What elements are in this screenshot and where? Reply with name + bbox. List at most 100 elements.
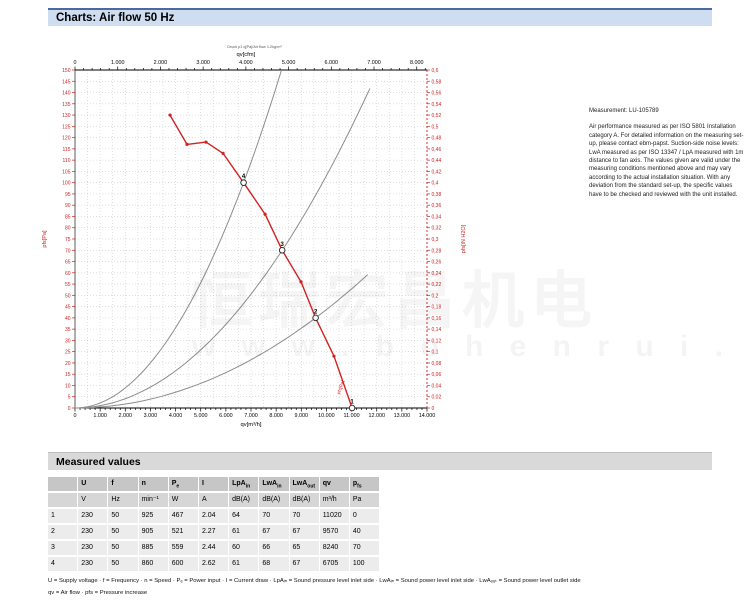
system-curve bbox=[74, 88, 371, 409]
svg-text:70: 70 bbox=[65, 248, 71, 254]
svg-text:10: 10 bbox=[65, 383, 71, 389]
svg-text:0,12: 0,12 bbox=[432, 338, 442, 344]
svg-text:9.000: 9.000 bbox=[295, 413, 309, 419]
svg-text:0,06: 0,06 bbox=[432, 372, 442, 378]
svg-text:qv[m³/h]: qv[m³/h] bbox=[241, 422, 262, 428]
svg-text:10.000: 10.000 bbox=[318, 413, 335, 419]
value-cell: 230 bbox=[78, 557, 108, 571]
unit-cell: Hz bbox=[108, 493, 138, 507]
svg-text:15: 15 bbox=[65, 372, 71, 378]
svg-text:0,42: 0,42 bbox=[432, 169, 442, 175]
airflow-performance-chart: 0 1.000 2.000 3.000 4.000 5.000 6.000 7.000 8.00… bbox=[42, 45, 467, 428]
legend-line-2: qv = Air flow · pfs = Pressure increase bbox=[48, 590, 148, 596]
unit-cell: m³/h bbox=[319, 493, 349, 507]
svg-text:0,18: 0,18 bbox=[432, 305, 442, 311]
value-cell: 230 bbox=[78, 525, 108, 539]
svg-text:pfs[Pa]: pfs[Pa] bbox=[42, 230, 48, 248]
svg-text:3.000: 3.000 bbox=[144, 413, 158, 419]
unit-cell: V bbox=[78, 493, 108, 507]
y-axis-left: 0 5 10 15 20 25 30 35 40 45 50 55 60 65 70 75 80 85 90 95 10… bbox=[42, 68, 75, 412]
svg-text:0,46: 0,46 bbox=[432, 147, 442, 153]
value-cell: 885 bbox=[138, 541, 168, 555]
unit-cell: W bbox=[168, 493, 198, 507]
svg-text:95: 95 bbox=[65, 192, 71, 198]
svg-text:5.000: 5.000 bbox=[194, 413, 208, 419]
column-header: I bbox=[198, 477, 229, 491]
watermark-url-text: w w w . b o h e n r u i . c n bbox=[192, 330, 750, 363]
svg-text:0,02: 0,02 bbox=[432, 395, 442, 401]
unit-cell: dB(A) bbox=[289, 493, 319, 507]
svg-text:3: 3 bbox=[281, 242, 285, 248]
unit-cell: A bbox=[198, 493, 229, 507]
svg-text:11.000: 11.000 bbox=[344, 413, 360, 419]
svg-text:50: 50 bbox=[65, 293, 71, 299]
value-cell: 2.62 bbox=[198, 557, 229, 571]
value-cell: 467 bbox=[168, 509, 198, 523]
svg-text:90: 90 bbox=[65, 203, 71, 209]
operating-points: 1 2 3 4 bbox=[240, 174, 356, 412]
unit-cell: dB(A) bbox=[259, 493, 289, 507]
column-header: U bbox=[78, 477, 108, 491]
svg-text:135: 135 bbox=[62, 102, 71, 108]
operating-point-2: 2 bbox=[312, 309, 319, 322]
fan-curve-line bbox=[169, 114, 353, 409]
value-cell: 230 bbox=[78, 541, 108, 555]
table-row: 2 230 50 905 521 2.27 61 67 67 9570 40 bbox=[48, 525, 380, 539]
svg-text:0,26: 0,26 bbox=[432, 260, 442, 266]
value-cell: 70 bbox=[349, 541, 380, 555]
value-cell: 50 bbox=[108, 509, 138, 523]
svg-text:40: 40 bbox=[65, 316, 71, 322]
table-row: 1 230 50 925 467 2.04 64 70 70 11020 0 bbox=[48, 509, 380, 523]
value-cell: 521 bbox=[168, 525, 198, 539]
measured-values-header-bar: Measured values bbox=[48, 452, 712, 470]
svg-text:0,24: 0,24 bbox=[432, 271, 442, 277]
svg-text:25: 25 bbox=[65, 350, 71, 356]
row-number: 3 bbox=[48, 541, 78, 555]
svg-text:55: 55 bbox=[65, 282, 71, 288]
table-row: 3 230 50 885 559 2.44 60 66 65 8240 70 bbox=[48, 541, 380, 555]
svg-text:125: 125 bbox=[62, 124, 71, 130]
value-cell: 905 bbox=[138, 525, 168, 539]
svg-text:145: 145 bbox=[62, 79, 71, 85]
svg-text:0,5: 0,5 bbox=[432, 124, 439, 130]
svg-text:4.000: 4.000 bbox=[169, 413, 183, 419]
svg-text:0,48: 0,48 bbox=[432, 136, 442, 142]
svg-text:0,58: 0,58 bbox=[432, 79, 442, 85]
svg-text:6.000: 6.000 bbox=[219, 413, 233, 419]
svg-text:0,22: 0,22 bbox=[432, 282, 442, 288]
svg-text:35: 35 bbox=[65, 327, 71, 333]
svg-text:30: 30 bbox=[65, 338, 71, 344]
value-cell: 64 bbox=[229, 509, 259, 523]
svg-text:4: 4 bbox=[242, 174, 246, 180]
svg-text:140: 140 bbox=[62, 91, 71, 97]
x-axis-top: 0 1.000 2.000 3.000 4.000 5.000 6.000 7.000 8.00… bbox=[74, 45, 426, 70]
svg-text:8.000: 8.000 bbox=[410, 60, 424, 66]
value-cell: 60 bbox=[229, 541, 259, 555]
value-cell: 40 bbox=[349, 525, 380, 539]
column-header: LwAin bbox=[259, 477, 289, 491]
value-cell: 100 bbox=[349, 557, 380, 571]
svg-text:130: 130 bbox=[62, 113, 71, 119]
value-cell: 860 bbox=[138, 557, 168, 571]
value-cell: 68 bbox=[259, 557, 289, 571]
value-cell: 0 bbox=[349, 509, 380, 523]
svg-text:45: 45 bbox=[65, 305, 71, 311]
column-header: LwAout bbox=[289, 477, 319, 491]
column-header: f bbox=[108, 477, 138, 491]
svg-text:0,28: 0,28 bbox=[432, 248, 442, 254]
svg-text:75: 75 bbox=[65, 237, 71, 243]
svg-text:0,32: 0,32 bbox=[432, 226, 442, 232]
column-header: n bbox=[138, 477, 168, 491]
value-cell: 61 bbox=[229, 525, 259, 539]
system-curves bbox=[74, 70, 371, 409]
row-number: 2 bbox=[48, 525, 78, 539]
svg-text:0,56: 0,56 bbox=[432, 91, 442, 97]
svg-text:85: 85 bbox=[65, 214, 71, 220]
column-header: Pe bbox=[168, 477, 198, 491]
fan-curve-dot bbox=[263, 212, 267, 216]
value-cell: 70 bbox=[259, 509, 289, 523]
svg-text:0: 0 bbox=[74, 413, 77, 419]
